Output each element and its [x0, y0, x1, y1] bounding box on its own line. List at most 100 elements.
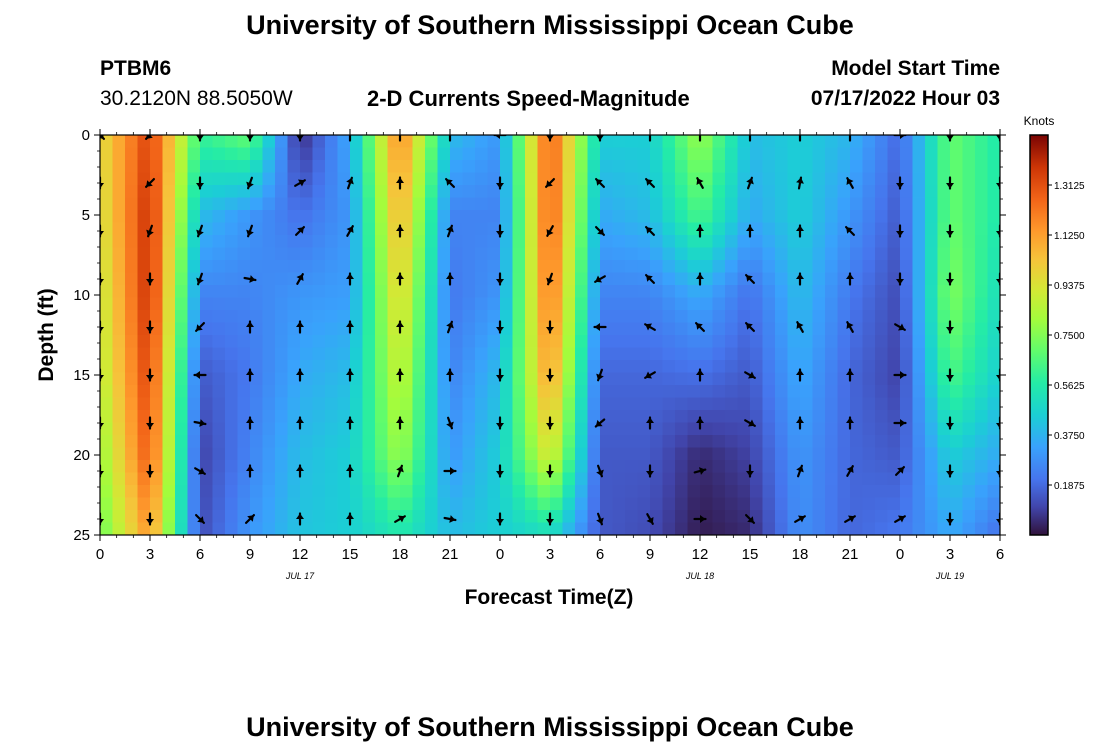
heatmap-cell	[187, 472, 201, 486]
heatmap-cell	[237, 360, 251, 374]
heatmap-cell	[400, 435, 414, 449]
heatmap-cell	[300, 272, 314, 286]
heatmap-cell	[587, 222, 601, 236]
heatmap-cell	[962, 510, 976, 524]
heatmap-cell	[175, 360, 189, 374]
heatmap-cell	[512, 497, 526, 511]
heatmap-cell	[662, 322, 676, 336]
heatmap-cell	[400, 385, 414, 399]
heatmap-cell	[200, 172, 214, 186]
direction-arrow	[296, 464, 304, 478]
heatmap-cell	[550, 147, 564, 161]
heatmap-cell	[912, 222, 926, 236]
heatmap-cell	[225, 285, 239, 299]
heatmap-cell	[500, 222, 514, 236]
heatmap-cell	[737, 235, 751, 249]
heatmap-cell	[412, 410, 426, 424]
heatmap-cell	[612, 335, 626, 349]
heatmap-cell	[637, 235, 651, 249]
heatmap-cell	[887, 260, 901, 274]
heatmap-cell	[187, 335, 201, 349]
heatmap-cell	[225, 335, 239, 349]
heatmap-cell	[750, 322, 764, 336]
heatmap-cell	[350, 172, 364, 186]
heatmap-cell	[375, 322, 389, 336]
heatmap-cell	[737, 497, 751, 511]
heatmap-cell	[375, 272, 389, 286]
heatmap-cell	[737, 285, 751, 299]
heatmap-cell	[787, 160, 801, 174]
heatmap-cell	[687, 222, 701, 236]
heatmap-cell	[100, 522, 114, 535]
heatmap-cell	[587, 297, 601, 311]
heatmap-cell	[300, 485, 314, 499]
heatmap-cell	[712, 435, 726, 449]
heatmap-cell	[200, 260, 214, 274]
heatmap-cell	[800, 135, 814, 149]
heatmap-cell	[975, 310, 989, 324]
heatmap-cell	[337, 247, 351, 261]
direction-arrow	[146, 464, 154, 478]
heatmap-cell	[200, 385, 214, 399]
heatmap-cell	[750, 185, 764, 199]
heatmap-cell	[550, 260, 564, 274]
heatmap-cell	[675, 335, 689, 349]
heatmap-cell	[225, 160, 239, 174]
heatmap-cell	[650, 260, 664, 274]
heatmap-cell	[975, 347, 989, 361]
heatmap-cell	[437, 222, 451, 236]
heatmap-cell	[650, 197, 664, 211]
heatmap-cell	[125, 510, 139, 524]
heatmap-cell	[912, 335, 926, 349]
heatmap-cell	[575, 360, 589, 374]
heatmap-cell	[862, 235, 876, 249]
heatmap-cell	[212, 272, 226, 286]
heatmap-cell	[137, 147, 151, 161]
heatmap-cell	[500, 310, 514, 324]
direction-arrow	[546, 320, 554, 334]
heatmap-cell	[987, 160, 1000, 174]
heatmap-cell	[662, 197, 676, 211]
heatmap-cell	[425, 460, 439, 474]
heatmap-cell	[825, 397, 839, 411]
heatmap-cell	[725, 147, 739, 161]
heatmap-cell	[600, 297, 614, 311]
heatmap-cell	[287, 210, 301, 224]
heatmap-cell	[225, 260, 239, 274]
date-label: JUL 17	[285, 571, 315, 581]
heatmap-cell	[462, 460, 476, 474]
heatmap-cell	[925, 510, 939, 524]
heatmap-cell	[725, 497, 739, 511]
heatmap-cell	[725, 510, 739, 524]
heatmap-cell	[987, 235, 1000, 249]
heatmap-cell	[825, 435, 839, 449]
heatmap-cell	[350, 485, 364, 499]
heatmap-cell	[787, 347, 801, 361]
heatmap-cell	[562, 247, 576, 261]
heatmap-cell	[137, 197, 151, 211]
heatmap-cell	[500, 460, 514, 474]
heatmap-cell	[262, 210, 276, 224]
heatmap-cell	[387, 422, 401, 436]
heatmap-cell	[800, 210, 814, 224]
heatmap-cell	[525, 297, 539, 311]
x-tick-label: 9	[646, 546, 654, 563]
heatmap-cell	[550, 310, 564, 324]
heatmap-cell	[812, 197, 826, 211]
heatmap-cell	[637, 422, 651, 436]
heatmap-cell	[875, 310, 889, 324]
direction-arrow	[496, 368, 504, 382]
heatmap-cell	[387, 485, 401, 499]
heatmap-cell	[337, 360, 351, 374]
heatmap-cell	[412, 247, 426, 261]
heatmap-cell	[962, 222, 976, 236]
heatmap-cell	[287, 135, 301, 149]
heatmap-cell	[775, 347, 789, 361]
heatmap-cell	[625, 385, 639, 399]
heatmap-cell	[412, 360, 426, 374]
heatmap-cell	[525, 522, 539, 535]
heatmap-cell	[137, 347, 151, 361]
heatmap-cell	[900, 310, 914, 324]
heatmap-cell	[725, 197, 739, 211]
heatmap-cell	[962, 310, 976, 324]
